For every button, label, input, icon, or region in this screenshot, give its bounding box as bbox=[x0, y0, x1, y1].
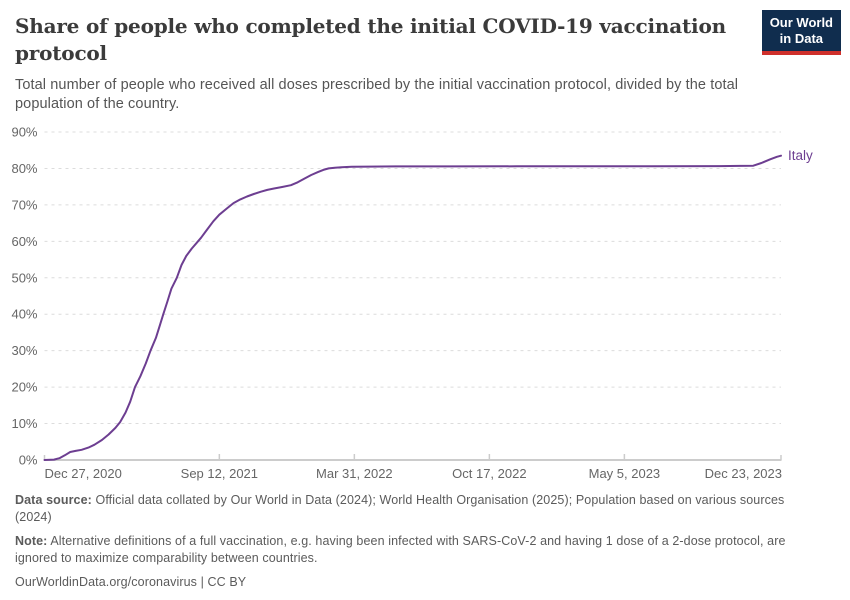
chart-footer: Data source: Official data collated by O… bbox=[15, 492, 817, 598]
y-axis-label: 90% bbox=[11, 125, 37, 140]
owid-logo-line-2: in Data bbox=[779, 31, 824, 46]
y-axis-label: 0% bbox=[19, 453, 38, 468]
data-source-line: Data source: Official data collated by O… bbox=[15, 492, 817, 526]
owid-logo-line-1: Our World bbox=[769, 15, 833, 30]
x-axis-label: Dec 27, 2020 bbox=[45, 466, 122, 481]
data-source-label: Data source: bbox=[15, 493, 92, 507]
series-end-label[interactable]: Italy bbox=[788, 148, 813, 163]
y-axis-label: 30% bbox=[11, 343, 37, 358]
y-axis-label: 60% bbox=[11, 234, 37, 249]
series-line-italy[interactable] bbox=[43, 154, 782, 461]
x-axis-label: Sep 12, 2021 bbox=[181, 466, 258, 481]
y-axis-label: 10% bbox=[11, 416, 37, 431]
license-label: CC BY bbox=[207, 575, 247, 589]
title-line-1: Share of people who completed the initia… bbox=[15, 14, 726, 38]
x-axis-label: Oct 17, 2022 bbox=[452, 466, 526, 481]
chart-header: Share of people who completed the initia… bbox=[15, 13, 760, 114]
y-axis-label: 20% bbox=[11, 380, 37, 395]
chart-svg[interactable]: 0% 10% 20% 30% 40% 50% 60% 70% 80% 90% Dec 27, 202… bbox=[0, 115, 850, 500]
x-axis-label: Dec 23, 2023 bbox=[705, 466, 782, 481]
y-axis-label: 50% bbox=[11, 270, 37, 285]
x-axis-label: May 5, 2023 bbox=[589, 466, 661, 481]
title-line-2: protocol bbox=[15, 41, 107, 65]
note-line: Note: Alternative definitions of a full … bbox=[15, 533, 817, 567]
y-axis-label: 70% bbox=[11, 197, 37, 212]
note-text: Alternative definitions of a full vaccin… bbox=[15, 534, 786, 565]
chart-subtitle: Total number of people who received all … bbox=[15, 77, 739, 112]
y-axis-label: 40% bbox=[11, 307, 37, 322]
x-axis-label: Mar 31, 2022 bbox=[316, 466, 393, 481]
owid-logo[interactable]: Our World in Data bbox=[761, 10, 841, 55]
y-axis-label: 80% bbox=[11, 161, 37, 176]
footer-link[interactable]: OurWorldinData.org/coronavirus bbox=[15, 575, 198, 589]
page-title: Share of people who completed the initia… bbox=[15, 13, 760, 67]
chart-plot-area[interactable]: 0% 10% 20% 30% 40% 50% 60% 70% 80% 90% Dec 27, 202… bbox=[0, 115, 850, 500]
footer-separator: | bbox=[200, 575, 204, 589]
data-source-text: Official data collated by Our World in D… bbox=[15, 493, 785, 524]
license-line: OurWorldinData.org/coronavirus | CC BY bbox=[15, 574, 817, 591]
note-label: Note: bbox=[15, 534, 48, 548]
